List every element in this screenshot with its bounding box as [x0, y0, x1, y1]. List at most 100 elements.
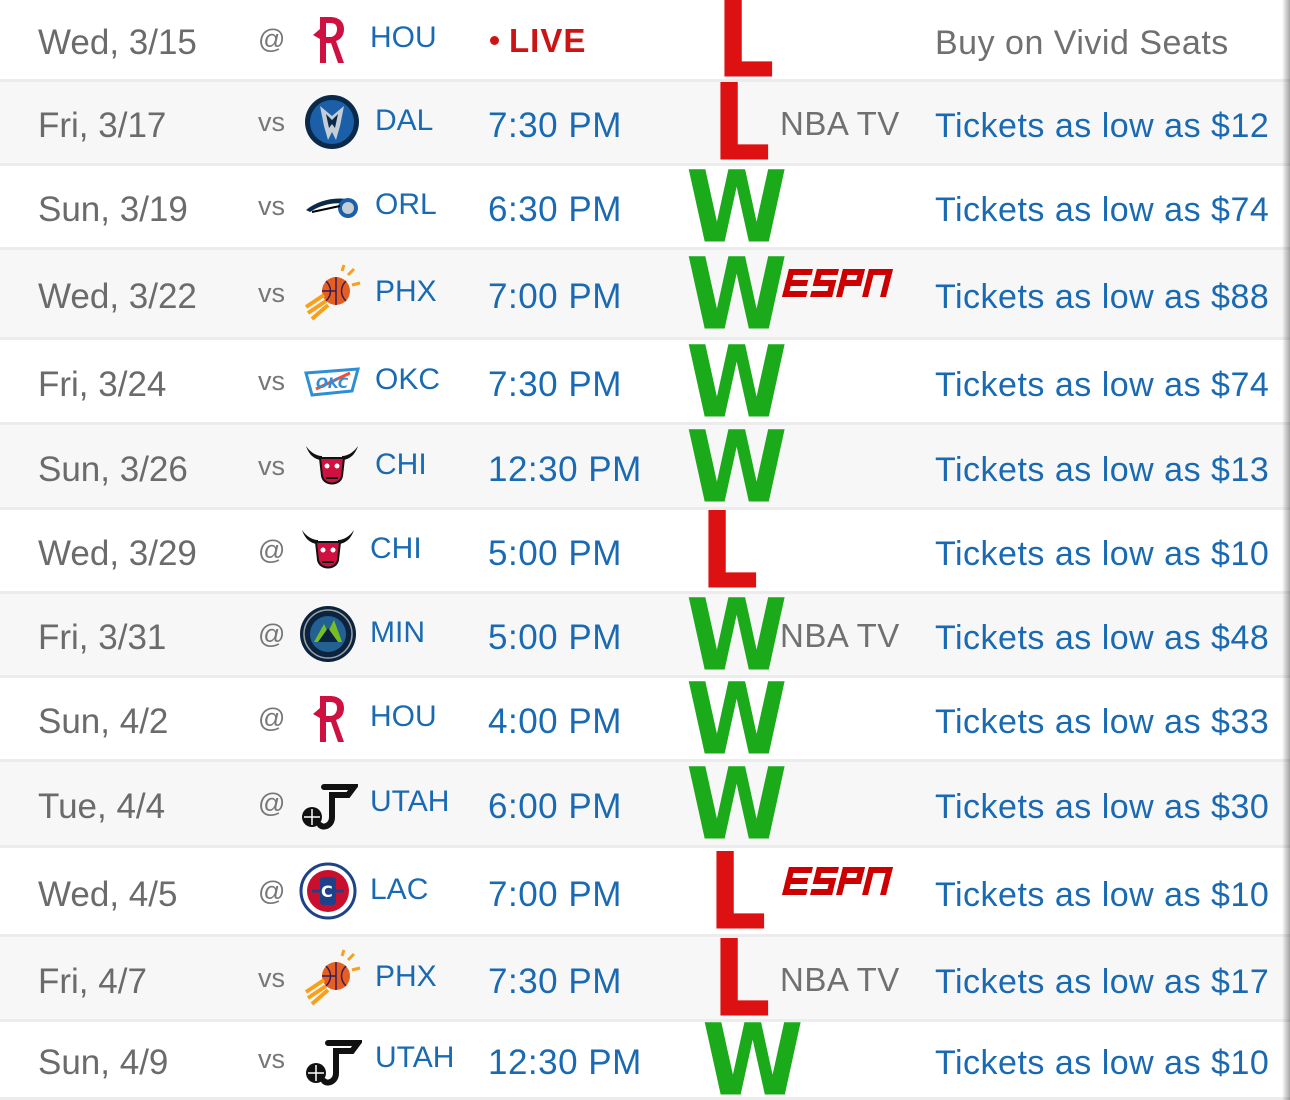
- home-away-indicator: vs: [258, 365, 285, 396]
- tickets-link[interactable]: Tickets as low as $10: [935, 535, 1270, 573]
- game-row[interactable]: Wed, 3/29 @ CHI 5:00 PM L Tickets as low…: [0, 499, 1290, 604]
- home-away-indicator: @: [258, 24, 286, 54]
- live-label: LIVE: [509, 22, 587, 59]
- game-time[interactable]: 7:00 PM: [488, 277, 622, 316]
- game-time[interactable]: 7:00 PM: [488, 874, 622, 914]
- jazz-logo-icon[interactable]: [298, 773, 360, 833]
- home-away-indicator: vs: [258, 107, 285, 137]
- game-row[interactable]: Wed, 3/15 @ HOU LIVE L Buy on Vivid Seat…: [0, 0, 1290, 93]
- game-time[interactable]: 7:30 PM: [488, 106, 622, 145]
- svg-text:C: C: [321, 882, 333, 901]
- tv-network: NBA TV: [780, 960, 900, 998]
- game-time[interactable]: 6:00 PM: [488, 787, 622, 826]
- tickets-link[interactable]: Tickets as low as $88: [935, 278, 1270, 316]
- tickets-link[interactable]: Tickets as low as $74: [935, 365, 1270, 404]
- opponent-abbr[interactable]: LAC: [370, 872, 429, 906]
- suns-logo-icon[interactable]: [302, 948, 362, 1008]
- game-result: L: [708, 830, 767, 954]
- game-row[interactable]: Fri, 3/24 vs OKC OKC 7:30 PM W Tickets a…: [0, 324, 1290, 440]
- game-row[interactable]: Wed, 3/22 vs PHX 7:00 PM W Tickets as lo…: [0, 236, 1290, 353]
- game-date: Fri, 3/31: [38, 618, 167, 657]
- game-time[interactable]: 12:30 PM: [488, 449, 642, 489]
- svg-text:OKC: OKC: [316, 376, 349, 392]
- game-result: W: [686, 324, 788, 440]
- tv-network: NBA TV: [780, 617, 900, 654]
- game-date: Fri, 3/24: [38, 364, 167, 404]
- tickets-link[interactable]: Tickets as low as $30: [935, 788, 1270, 826]
- tickets-link[interactable]: Tickets as low as $74: [935, 191, 1270, 229]
- opponent-abbr[interactable]: PHX: [375, 959, 437, 993]
- tickets-link[interactable]: Tickets as low as $13: [935, 450, 1270, 489]
- opponent-abbr[interactable]: CHI: [370, 532, 422, 565]
- opponent-abbr[interactable]: DAL: [375, 104, 434, 137]
- game-result: L: [712, 61, 771, 185]
- opponent-abbr[interactable]: HOU: [370, 21, 437, 54]
- game-time[interactable]: 5:00 PM: [488, 618, 622, 657]
- game-row[interactable]: Fri, 3/17 vs DAL 7:30 PM L NBA TV Ticket…: [0, 71, 1290, 176]
- game-date: Fri, 4/7: [38, 961, 147, 1001]
- suns-logo-icon[interactable]: [302, 263, 362, 323]
- tickets-link[interactable]: Buy on Vivid Seats: [935, 24, 1229, 62]
- home-away-indicator: @: [258, 619, 286, 649]
- game-result: W: [702, 1002, 804, 1100]
- clippers-logo-icon[interactable]: C: [298, 861, 358, 921]
- espn-logo-icon: [780, 265, 900, 301]
- home-away-indicator: vs: [258, 278, 285, 308]
- game-result: W: [686, 661, 788, 778]
- game-date: Wed, 4/5: [38, 874, 178, 914]
- live-indicator[interactable]: LIVE: [490, 21, 586, 61]
- game-result: L: [712, 917, 771, 1041]
- timberwolves-logo-icon[interactable]: [298, 604, 358, 664]
- opponent-abbr[interactable]: PHX: [375, 275, 437, 308]
- game-date: Wed, 3/29: [38, 534, 197, 573]
- game-time[interactable]: 4:00 PM: [488, 702, 622, 741]
- opponent-abbr[interactable]: MIN: [370, 616, 425, 649]
- tickets-link[interactable]: Tickets as low as $17: [935, 962, 1270, 1001]
- tickets-link[interactable]: Tickets as low as $12: [935, 107, 1270, 145]
- bulls-logo-icon[interactable]: [302, 436, 362, 496]
- tickets-link[interactable]: Tickets as low as $33: [935, 703, 1270, 741]
- game-date: Sun, 3/26: [38, 449, 188, 489]
- home-away-indicator: @: [258, 535, 286, 565]
- thunder-logo-icon[interactable]: OKC: [302, 351, 362, 411]
- rockets-logo-icon[interactable]: [298, 9, 358, 69]
- game-date: Sun, 4/2: [38, 702, 169, 741]
- game-result: W: [686, 149, 788, 266]
- jazz-logo-icon[interactable]: [302, 1029, 364, 1089]
- magic-logo-icon[interactable]: [302, 176, 362, 236]
- game-result: W: [686, 236, 788, 353]
- game-row[interactable]: Fri, 4/7 vs PHX 7:30 PM L NBA TV Tickets…: [0, 926, 1290, 1032]
- game-time[interactable]: 6:30 PM: [488, 190, 622, 229]
- home-away-indicator: vs: [258, 962, 285, 993]
- game-time[interactable]: 12:30 PM: [488, 1043, 642, 1082]
- opponent-abbr[interactable]: UTAH: [370, 785, 450, 818]
- opponent-abbr[interactable]: HOU: [370, 700, 437, 733]
- mavericks-logo-icon[interactable]: [302, 92, 362, 152]
- game-result: W: [686, 746, 788, 863]
- game-time[interactable]: 7:30 PM: [488, 961, 622, 1001]
- game-row[interactable]: Wed, 4/5 @ C LAC 7:00 PM L Tickets as lo…: [0, 839, 1290, 945]
- rockets-logo-icon[interactable]: [298, 688, 358, 748]
- tickets-link[interactable]: Tickets as low as $10: [935, 1044, 1270, 1082]
- bulls-logo-icon[interactable]: [298, 520, 358, 580]
- game-result: W: [686, 577, 788, 694]
- game-row[interactable]: Tue, 4/4 @ UTAH 6:00 PM W Tickets as low…: [0, 746, 1290, 863]
- game-row[interactable]: Sun, 4/2 @ HOU 4:00 PM W Tickets as low …: [0, 670, 1290, 769]
- live-dot-icon: [490, 36, 499, 46]
- game-row[interactable]: Fri, 3/31 @ MIN 5:00 PM W NBA TV Tickets…: [0, 586, 1290, 685]
- opponent-abbr[interactable]: OKC: [375, 362, 441, 396]
- game-row[interactable]: Sun, 4/9 vs UTAH 12:30 PM W Tickets as l…: [0, 1011, 1290, 1100]
- opponent-abbr[interactable]: ORL: [375, 188, 437, 221]
- game-time[interactable]: 7:30 PM: [488, 364, 622, 404]
- game-result: L: [700, 489, 759, 613]
- opponent-abbr[interactable]: CHI: [375, 447, 427, 481]
- game-time[interactable]: 5:00 PM: [488, 534, 622, 573]
- game-row[interactable]: Sun, 3/26 vs CHI 12:30 PM W Tickets as l…: [0, 417, 1290, 517]
- tickets-link[interactable]: Tickets as low as $48: [935, 619, 1270, 657]
- opponent-abbr[interactable]: UTAH: [375, 1041, 455, 1074]
- game-date: Sun, 4/9: [38, 1043, 169, 1082]
- tickets-link[interactable]: Tickets as low as $10: [935, 875, 1270, 914]
- game-row[interactable]: Sun, 3/19 vs ORL 6:30 PM W Tickets as lo…: [0, 158, 1290, 257]
- home-away-indicator: vs: [258, 450, 285, 481]
